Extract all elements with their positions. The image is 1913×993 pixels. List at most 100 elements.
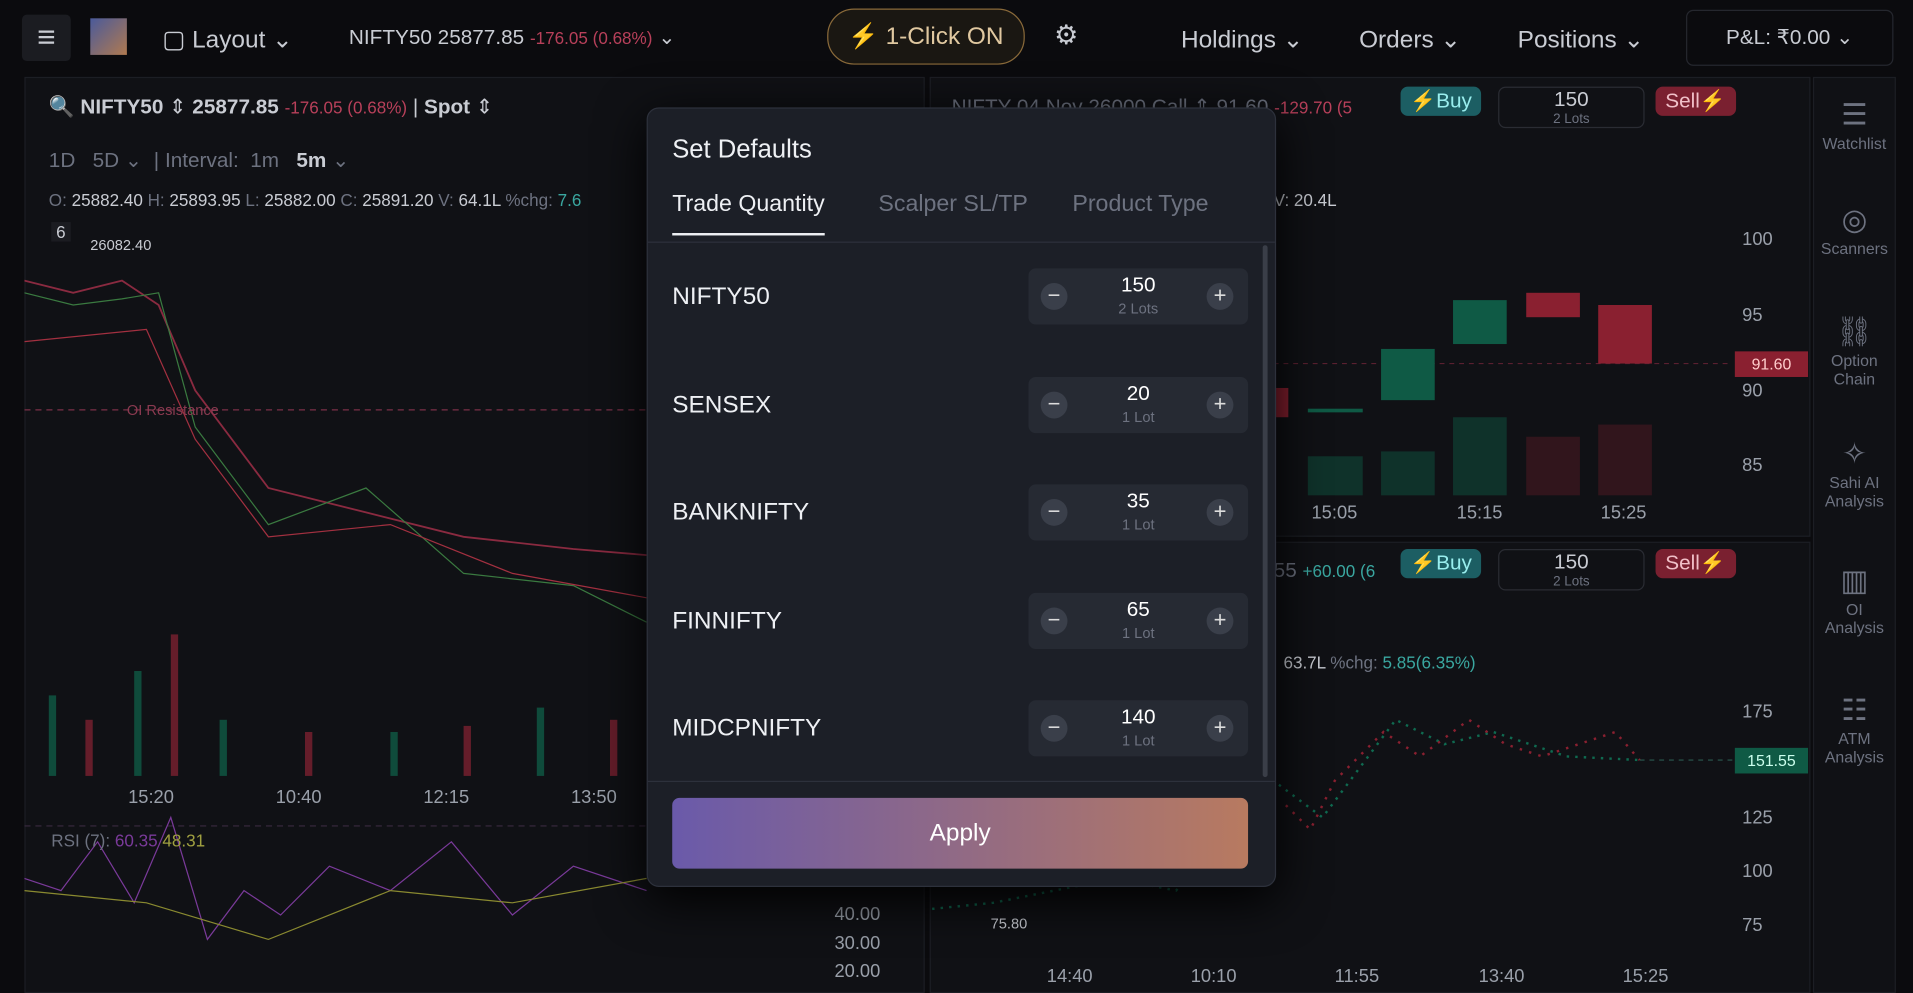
x-tick-label: 15:25 — [1600, 502, 1647, 524]
set-defaults-modal: Set Defaults Trade Quantity Scalper SL/T… — [646, 107, 1277, 887]
qty: 150 — [1554, 550, 1589, 574]
sidebar-icon: ✧ — [1842, 437, 1867, 471]
pnl-menu[interactable]: P&L: ₹0.00 ⌄ — [1686, 9, 1894, 66]
y-tick-label: 175 — [1742, 701, 1773, 723]
ohlc-value: 25893.95 — [169, 190, 241, 210]
y-tick-label: 90 — [1742, 380, 1763, 402]
lots: 1 Lot — [1121, 624, 1155, 642]
qty-stepper: − 20 1 Lot + — [1028, 376, 1249, 433]
instrument: BANKNIFTY — [672, 498, 810, 526]
tab[interactable]: Scalper SL/TP — [878, 191, 1028, 218]
x-tick-label: 15:25 — [1622, 966, 1669, 987]
decrement-button[interactable]: − — [1040, 498, 1068, 526]
qty[interactable]: 35 — [1126, 489, 1150, 513]
scrollbar[interactable] — [1262, 245, 1268, 778]
annotation: OI Resistance — [126, 401, 219, 419]
sidebar-item[interactable]: ◎ Scanners — [1818, 203, 1891, 258]
lots: 1 Lot — [1121, 408, 1155, 426]
sell-button[interactable]: Sell⚡ — [1655, 86, 1736, 116]
qty-stepper: − 150 2 Lots + — [1028, 268, 1249, 325]
increment-button[interactable]: + — [1206, 606, 1234, 634]
sidebar-label: OI Analysis — [1824, 600, 1884, 637]
increment-button[interactable]: + — [1206, 391, 1234, 418]
qty[interactable]: 140 — [1120, 705, 1156, 729]
y-tick-label: 85 — [1742, 455, 1763, 476]
layout-label: Layout — [192, 26, 266, 54]
menu-item: Positions — [1517, 26, 1617, 54]
sidebar-item[interactable]: ☰ Watchlist — [1818, 98, 1891, 153]
chg: 5.85(6.35%) — [1382, 652, 1476, 673]
qty: 150 — [1554, 87, 1589, 112]
change: -129.70 (5 — [1274, 97, 1353, 118]
instrument: SENSEX — [672, 391, 772, 418]
orders-menu[interactable]: Orders ⌄ — [1359, 26, 1461, 54]
qty-stepper: − 35 1 Lot + — [1028, 484, 1249, 541]
sidebar-item[interactable]: ▥ OI Analysis — [1818, 564, 1891, 637]
change: -176.05 (0.68%) — [284, 97, 408, 118]
buy-button[interactable]: ⚡Buy — [1400, 549, 1482, 579]
range[interactable]: 1D — [48, 148, 76, 173]
rsi-legend: RSI (7): 60.35 48.31 — [51, 831, 205, 851]
sell-label: Sell — [1665, 89, 1700, 113]
y-tick-label: 40.00 — [834, 904, 881, 925]
change: -176.05 (0.68%) — [529, 28, 653, 48]
x-tick-label: 10:10 — [1190, 966, 1237, 987]
positions-menu[interactable]: Positions ⌄ — [1517, 26, 1644, 54]
qty[interactable]: 150 — [1120, 273, 1156, 297]
apply-button[interactable]: Apply — [672, 797, 1249, 869]
sell-label: Sell — [1665, 551, 1700, 575]
increment-button[interactable]: + — [1206, 283, 1234, 310]
symbol-select[interactable]: NIFTY50 25877.85 -176.05 (0.68%) ⌄ — [348, 25, 676, 49]
range[interactable]: 5D — [92, 148, 120, 173]
sidebar-item[interactable]: ☷ ATM Analysis — [1818, 693, 1891, 766]
ohlc-value: 25891.20 — [362, 190, 434, 210]
ohlc-key: H: — [147, 190, 165, 210]
sidebar-icon: ☷ — [1841, 694, 1868, 728]
settings-button[interactable]: ⚙ — [1054, 19, 1079, 51]
y-tick-label: 30.00 — [834, 933, 881, 955]
change: +60.00 (6 — [1302, 561, 1376, 581]
left-symbol-bar: 🔍 NIFTY50 ⇕ 25877.85 -176.05 (0.68%) | S… — [48, 95, 494, 119]
price: 55 — [1273, 558, 1297, 582]
ohlc-key: %chg: — [505, 190, 553, 210]
decrement-button[interactable]: − — [1040, 714, 1068, 742]
decrement-button[interactable]: − — [1040, 606, 1068, 634]
mode[interactable]: Spot — [424, 95, 471, 119]
increment-button[interactable]: + — [1206, 714, 1234, 742]
low-label: 75.80 — [990, 915, 1028, 933]
sidebar-item[interactable]: ⛓ Option Chain — [1818, 315, 1891, 388]
rsi-value: 60.35 — [114, 830, 158, 851]
ohlc: O: 25882.40 H: 25893.95 L: 25882.00 C: 2… — [49, 190, 582, 210]
sidebar-icon: ▥ — [1840, 564, 1869, 598]
divider — [647, 780, 1275, 783]
layout-menu[interactable]: ▢ Layout ⌄ — [162, 26, 293, 54]
count[interactable]: 6 — [51, 222, 71, 242]
qty[interactable]: 20 — [1126, 381, 1150, 405]
symbol[interactable]: NIFTY50 — [80, 95, 164, 119]
interval[interactable]: 5m — [296, 148, 327, 173]
sidebar-item[interactable]: ✧ Sahi AI Analysis — [1818, 437, 1891, 510]
interval[interactable]: 1m — [250, 148, 280, 173]
menu-button[interactable]: ≡ — [21, 14, 71, 62]
sidebar-label: Sahi AI Analysis — [1824, 473, 1884, 510]
tab-active[interactable]: Trade Quantity — [672, 192, 825, 236]
qty[interactable]: 65 — [1126, 597, 1150, 621]
rsi-value: 48.31 — [162, 830, 206, 851]
decrement-button[interactable]: − — [1040, 283, 1068, 310]
tab[interactable]: Product Type — [1072, 191, 1209, 218]
x-tick-label: 12:15 — [423, 786, 470, 808]
sidebar-label: Scanners — [1820, 239, 1888, 258]
one-click-toggle[interactable]: ⚡ 1-Click ON — [827, 8, 1025, 65]
sell-button[interactable]: Sell⚡ — [1655, 549, 1736, 579]
ohlc-value: 64.1L — [458, 190, 501, 210]
range-bar: 1D 5D ⌄ | Interval: 1m 5m ⌄ — [48, 148, 350, 173]
qty-stepper: − 65 1 Lot + — [1028, 592, 1249, 649]
lots: 1 Lot — [1121, 516, 1155, 534]
buy-button[interactable]: ⚡Buy — [1400, 86, 1482, 116]
increment-button[interactable]: + — [1206, 498, 1234, 526]
decrement-button[interactable]: − — [1040, 391, 1068, 418]
last-price-tag: 151.55 — [1734, 747, 1809, 774]
holdings-menu[interactable]: Holdings ⌄ — [1180, 26, 1304, 54]
y-tick-label: 20.00 — [834, 961, 881, 983]
